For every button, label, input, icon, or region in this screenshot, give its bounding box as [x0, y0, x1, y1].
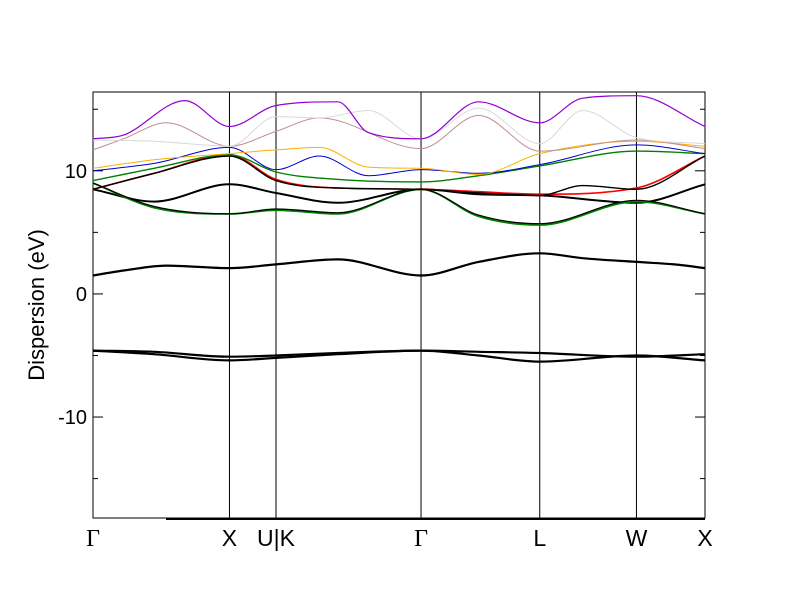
band-line	[92, 183, 706, 204]
y-axis-ticks: 10 0 -10	[58, 108, 705, 480]
band-line	[92, 114, 706, 152]
bands	[92, 95, 706, 363]
k-point-lines	[228, 92, 637, 518]
k-point-labels: Γ X U|K Γ L W X	[86, 525, 713, 552]
band-line	[92, 252, 706, 277]
k-point-label: L	[533, 525, 546, 551]
k-point-label: W	[626, 525, 648, 551]
band-line	[92, 150, 706, 183]
band-line	[92, 107, 706, 147]
y-tick-label: -10	[58, 407, 87, 429]
band-line	[92, 95, 706, 140]
k-point-label: X	[222, 525, 237, 551]
k-point-label: X	[697, 525, 712, 551]
k-point-label: Γ	[86, 526, 100, 552]
band-line	[92, 140, 706, 175]
band-line	[92, 155, 706, 197]
band-line	[92, 144, 706, 177]
y-axis-title: Dispersion (eV)	[24, 229, 49, 381]
band-line	[92, 349, 706, 358]
y-tick-label: 10	[65, 161, 87, 183]
k-point-label: U|K	[257, 525, 296, 551]
band-line	[92, 182, 706, 225]
k-point-label: Γ	[414, 526, 428, 552]
y-tick-label: 0	[76, 284, 87, 306]
